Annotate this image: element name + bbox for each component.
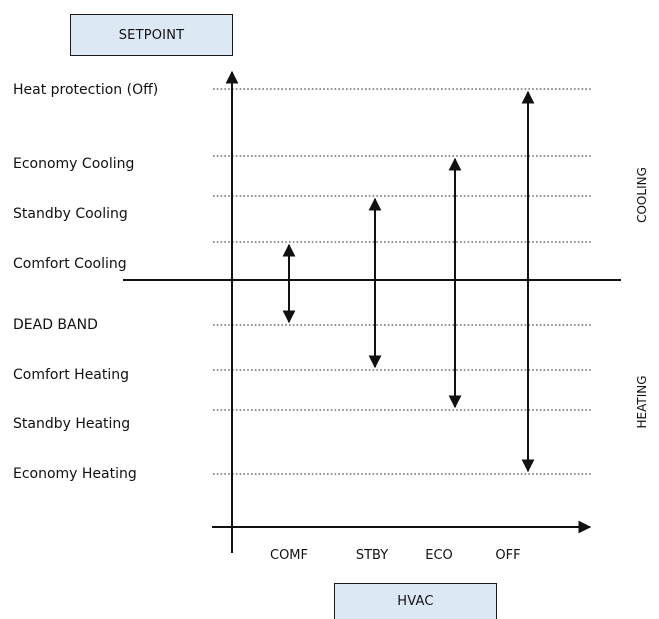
mode-label-eco: ECO	[425, 548, 453, 563]
row-label-economy-cooling: Economy Cooling	[13, 156, 135, 172]
cooling-side-label: COOLING	[635, 167, 649, 223]
row-label-standby-cooling: Standby Cooling	[13, 206, 128, 222]
setpoint-box: SETPOINT	[70, 14, 233, 56]
mode-label-stby: STBY	[355, 548, 389, 563]
hvac-label: HVAC	[397, 594, 434, 609]
mode-label-off: OFF	[495, 548, 521, 563]
row-label-dead-band: DEAD BAND	[13, 317, 98, 333]
row-label-heat-protection: Heat protection (Off)	[13, 82, 159, 98]
row-label-comfort-heating: Comfort Heating	[13, 367, 130, 383]
row-label-standby-heating: Standby Heating	[13, 416, 131, 432]
setpoint-label: SETPOINT	[118, 27, 185, 43]
heating-side-label: HEATING	[635, 375, 649, 429]
row-label-economy-heating: Economy Heating	[13, 466, 137, 482]
hvac-box: HVAC	[334, 583, 497, 619]
mode-label-comf: COMF	[269, 548, 309, 563]
row-label-comfort-cooling: Comfort Cooling	[13, 256, 127, 272]
guide-lines	[213, 88, 592, 475]
